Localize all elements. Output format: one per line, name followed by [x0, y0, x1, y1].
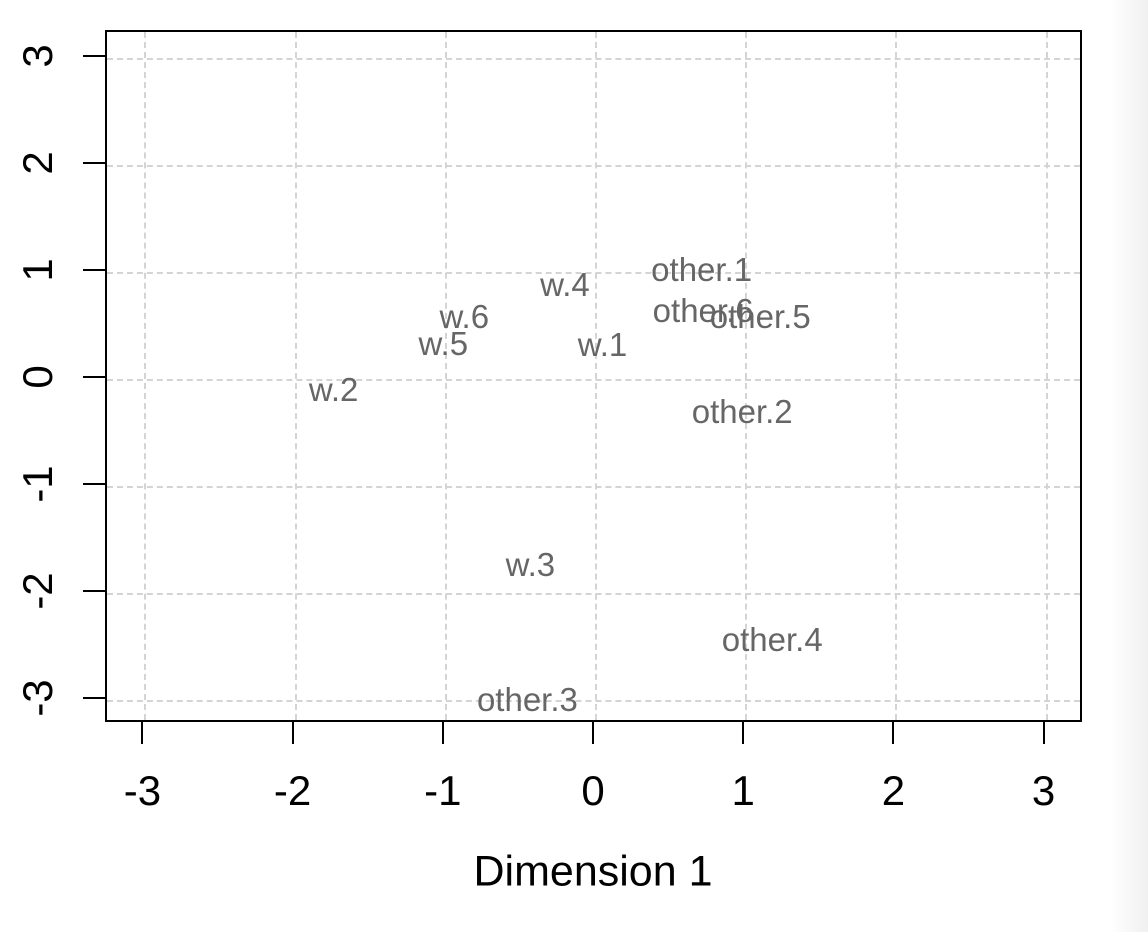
- point-label-w.6: w.6: [439, 297, 490, 335]
- y-tick-label--2: -2: [14, 572, 61, 610]
- gridline-x-1: [745, 32, 748, 720]
- y-tick-1: [83, 269, 105, 271]
- point-label-w.3: w.3: [505, 546, 556, 584]
- x-tick-label-0: 0: [581, 767, 605, 814]
- gridline-x-2: [895, 32, 898, 720]
- y-tick--3: [83, 697, 105, 699]
- gridline-y--3: [107, 700, 1080, 702]
- y-tick-3: [83, 55, 105, 57]
- x-tick-label--3: -3: [123, 767, 162, 814]
- x-tick-label-1: 1: [731, 767, 755, 814]
- point-label-w.4: w.4: [540, 265, 590, 303]
- gridline-y-0: [107, 379, 1080, 381]
- point-label-other.6: other.6: [652, 291, 754, 329]
- x-tick--1: [441, 722, 444, 744]
- y-tick-2: [83, 162, 105, 164]
- y-tick-0: [83, 376, 105, 378]
- y-tick--2: [83, 590, 105, 592]
- gridline-y-1: [107, 272, 1080, 274]
- x-tick-label-2: 2: [881, 767, 906, 814]
- gridline-y-3: [107, 58, 1080, 60]
- point-label-other.4: other.4: [721, 621, 823, 659]
- gridline-x--1: [444, 32, 447, 720]
- gridline-y--2: [107, 593, 1080, 595]
- point-label-other.2: other.2: [691, 393, 793, 431]
- gridline-x--3: [144, 32, 147, 720]
- x-tick-label--2: -2: [273, 767, 312, 814]
- y-tick--1: [83, 483, 105, 485]
- gridline-x-0: [595, 32, 597, 720]
- plot-area: w.1 w.2 w.3 w.4 w.5 w.6 other.1 other.2 other.3 o…: [105, 30, 1082, 722]
- y-tick-label-0: 0: [14, 365, 61, 389]
- gridline-y-2: [107, 165, 1080, 167]
- y-tick-label--3: -3: [14, 679, 61, 717]
- gridline-x--2: [294, 32, 297, 720]
- x-tick-label-3: 3: [1031, 767, 1056, 814]
- x-tick--2: [291, 722, 294, 744]
- x-tick-1: [742, 722, 745, 744]
- gridline-x-3: [1045, 32, 1048, 720]
- y-tick-label-3: 3: [14, 44, 61, 68]
- gridline-y--1: [107, 486, 1080, 488]
- x-axis-title: Dimension 1: [473, 847, 713, 896]
- point-label-other.5: other.5: [709, 297, 811, 335]
- point-label-w.5: w.5: [418, 324, 469, 362]
- x-tick-0: [592, 722, 594, 744]
- point-label-w.1: w.1: [577, 325, 628, 363]
- x-tick-2: [892, 722, 895, 744]
- x-tick-label--1: -1: [424, 767, 462, 814]
- right-edge-gradient: [1110, 0, 1148, 932]
- x-tick-3: [1042, 722, 1045, 744]
- y-tick-label-1: 1: [14, 258, 61, 282]
- point-label-other.3: other.3: [476, 681, 578, 718]
- x-tick--3: [141, 722, 144, 744]
- y-tick-label--1: -1: [14, 465, 61, 503]
- point-label-w.2: w.2: [308, 370, 359, 408]
- point-label-other.1: other.1: [651, 250, 753, 288]
- y-tick-label-2: 2: [14, 151, 61, 175]
